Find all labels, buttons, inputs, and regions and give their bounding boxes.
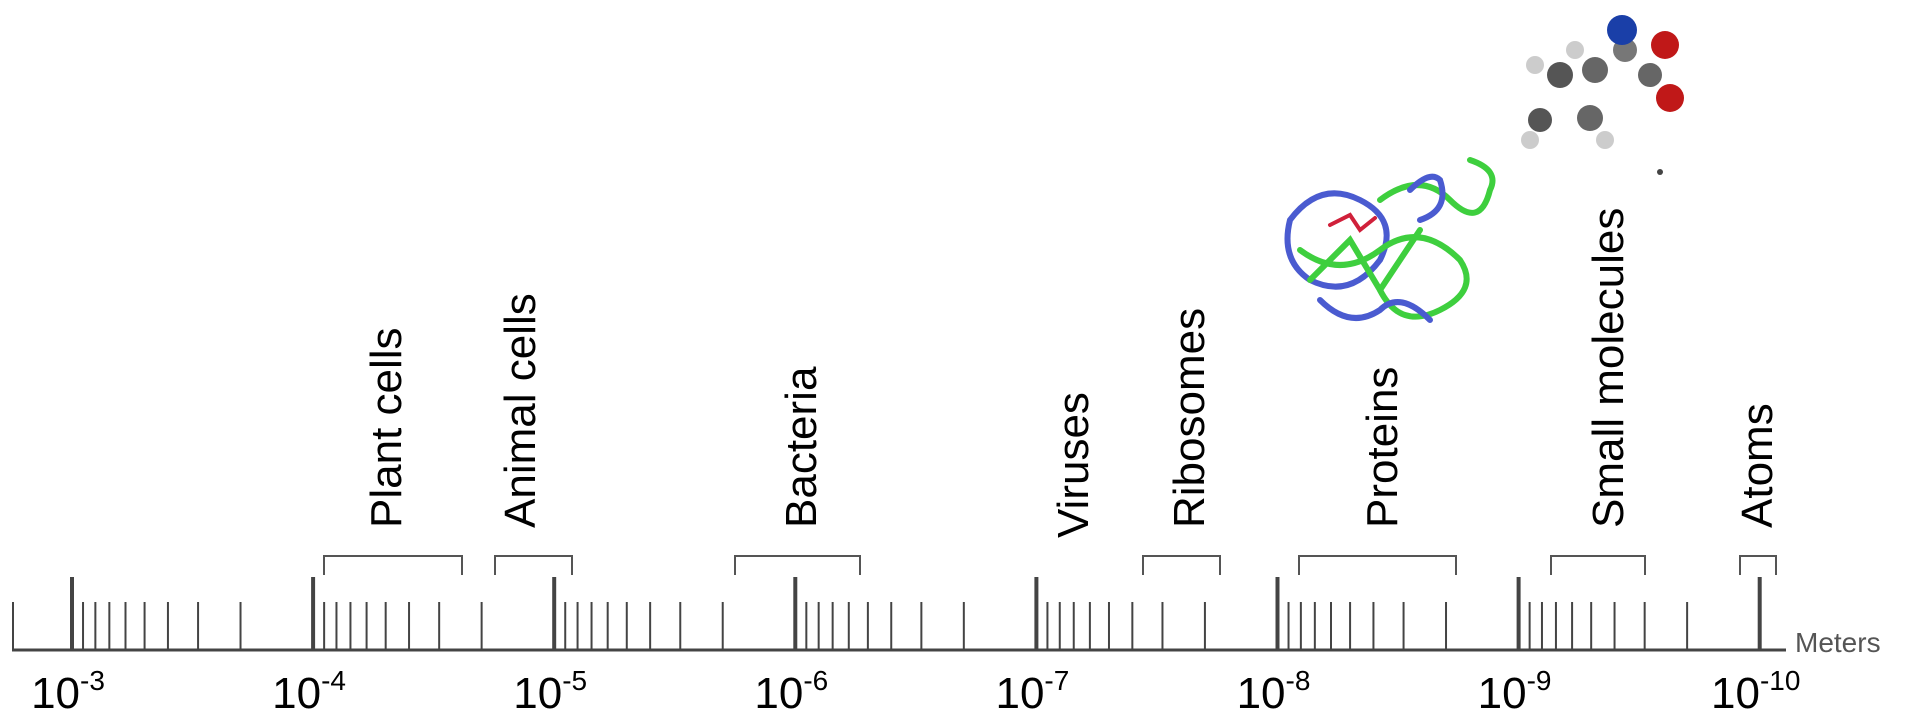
tick-exponent: -10 [1760, 665, 1800, 696]
size-range-bracket [1298, 555, 1457, 575]
protein-illustration [1284, 157, 1496, 323]
tick-label: 10-3 [31, 665, 105, 716]
tick-label: 10-6 [754, 665, 828, 716]
tick-base: 10 [1237, 669, 1286, 716]
size-range-bracket [1739, 555, 1777, 575]
tick-exponent: -6 [803, 665, 828, 696]
tick-base: 10 [1478, 669, 1527, 716]
tick-label: 10-9 [1478, 665, 1552, 716]
size-range-bracket [1550, 555, 1646, 575]
group-label: Proteins [1358, 367, 1407, 528]
size-range-bracket [494, 555, 573, 575]
tick-exponent: -9 [1527, 665, 1552, 696]
tick-exponent: -5 [562, 665, 587, 696]
tick-exponent: -3 [80, 665, 105, 696]
tick-label: 10-7 [995, 665, 1069, 716]
tick-exponent: -7 [1044, 665, 1069, 696]
group-label: Animal cells [496, 293, 545, 528]
group-label: Ribosomes [1165, 308, 1214, 528]
tick-base: 10 [513, 669, 562, 716]
group-label: Bacteria [777, 366, 826, 528]
size-range-bracket [323, 555, 463, 575]
tick-label: 10-10 [1711, 665, 1800, 716]
group-label: Plant cells [362, 327, 411, 528]
tick-base: 10 [272, 669, 321, 716]
tick-exponent: -8 [1286, 665, 1311, 696]
labels: 10-3 10-4 10-5 10-6 10-7 10-8 10-9 10-10MetersP… [31, 208, 1881, 716]
tick-base: 10 [754, 669, 803, 716]
tick-exponent: -4 [321, 665, 346, 696]
molecule-illustration [1521, 15, 1684, 175]
unit-label: Meters [1795, 627, 1881, 658]
tick-base: 10 [31, 669, 80, 716]
tick-label: 10-4 [272, 665, 346, 716]
tick-base: 10 [995, 669, 1044, 716]
group-label: Atoms [1733, 403, 1782, 528]
size-range-bracket [734, 555, 861, 575]
tick-label: 10-8 [1237, 665, 1311, 716]
size-range-bracket [1142, 555, 1221, 575]
tick-base: 10 [1711, 669, 1760, 716]
group-label: Small molecules [1584, 208, 1633, 528]
axis [12, 555, 1786, 652]
tick-label: 10-5 [513, 665, 587, 716]
group-label: Viruses [1049, 392, 1098, 538]
